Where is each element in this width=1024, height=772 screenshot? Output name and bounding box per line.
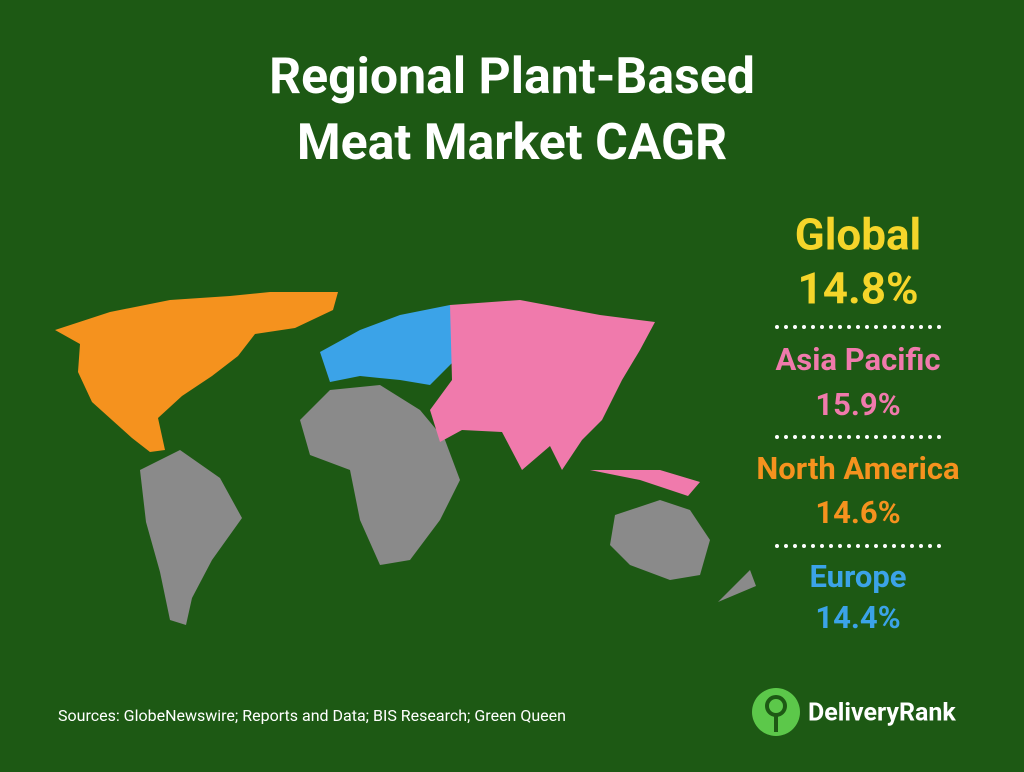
north-america [55,292,338,452]
brand-name: DeliveryRank [808,699,956,728]
europe [320,305,455,385]
title-line: Meat Market CAGR [297,114,727,172]
africa [300,385,460,565]
new-zealand [718,570,756,602]
stat-value: 14.4% [815,599,900,636]
stats-panel: Global 14.8% Asia Pacific 15.9% North Am… [756,209,959,637]
logo-icon [752,688,800,736]
stat-label: Asia Pacific [775,341,940,378]
asia-islands [590,470,700,496]
sources: Sources: GlobeNewswire; Reports and Data… [58,706,566,725]
stat-value: 14.6% [815,494,900,531]
world-map [55,292,756,625]
south-america [140,450,242,625]
australia [610,500,710,580]
stat-label: Global [795,209,921,261]
stat-value: 15.9% [815,386,900,423]
title-line: Regional Plant-Based [269,48,755,106]
asia-pacific [430,300,655,470]
brand-logo: DeliveryRank [752,688,956,736]
stat-value: 14.8% [797,263,918,315]
stat-label: Europe [809,558,906,595]
stat-label: North America [756,450,959,487]
